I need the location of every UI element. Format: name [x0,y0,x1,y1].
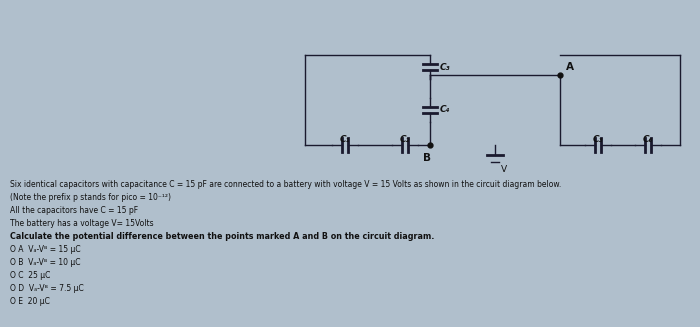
Text: C₁: C₁ [340,135,350,144]
Text: C₆: C₆ [643,135,653,144]
Text: V: V [501,165,507,174]
Text: Six identical capacitors with capacitance C = 15 pF are connected to a battery w: Six identical capacitors with capacitanc… [10,180,561,189]
Text: O C  25 μC: O C 25 μC [10,271,50,280]
Text: Calculate the potential difference between the points marked A and B on the circ: Calculate the potential difference betwe… [10,232,435,241]
Text: B: B [423,153,431,163]
Text: O B  Vₐ-Vᴮ = 10 μC: O B Vₐ-Vᴮ = 10 μC [10,258,80,267]
Text: The battery has a voltage V= 15Volts: The battery has a voltage V= 15Volts [10,219,153,228]
Text: (Note the prefix p stands for pico = 10⁻¹²): (Note the prefix p stands for pico = 10⁻… [10,193,171,202]
Text: C₃: C₃ [440,62,451,72]
Text: C₂: C₂ [400,135,410,144]
Text: O A  Vₐ-Vᴮ = 15 μC: O A Vₐ-Vᴮ = 15 μC [10,245,80,254]
Text: O E  20 μC: O E 20 μC [10,297,50,306]
Text: C₃: C₃ [593,135,603,144]
Text: O D  Vₐ-Vᴮ = 7.5 μC: O D Vₐ-Vᴮ = 7.5 μC [10,284,84,293]
Text: C₄: C₄ [440,106,451,114]
Text: All the capacitors have C = 15 pF: All the capacitors have C = 15 pF [10,206,138,215]
Text: A: A [566,62,574,72]
